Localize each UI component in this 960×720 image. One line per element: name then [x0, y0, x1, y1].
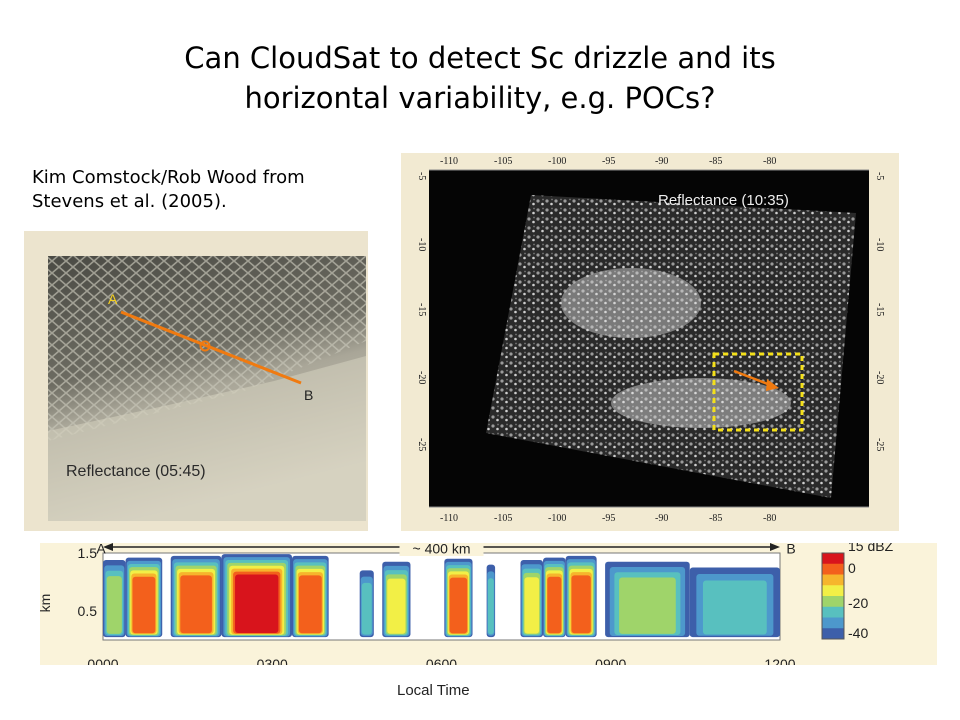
poc-track-arrow — [733, 369, 774, 388]
map-bottom-tick: -90 — [655, 513, 669, 524]
transect-arrow-left — [103, 543, 113, 551]
map-top-tick: -110 — [440, 156, 458, 167]
map-top-tick: -85 — [709, 156, 723, 167]
colorbar-swatch — [822, 596, 844, 608]
echo-segment-1 — [132, 576, 156, 634]
x-tick-label: 1200 — [764, 656, 795, 665]
reflectance-1035-caption: Reflectance (10:35) — [658, 192, 789, 209]
transect-start-label: A — [96, 543, 106, 556]
colorbar-label: 0 — [848, 560, 856, 576]
colorbar-label: 15 dBZ — [848, 543, 894, 554]
map-right-tick: -15 — [874, 303, 885, 317]
colorbar-swatch — [822, 606, 844, 618]
reflectance-0545-svg — [48, 256, 366, 521]
map-top-tick: -90 — [655, 156, 669, 167]
map-right-tick: -25 — [874, 438, 885, 452]
echo-segment-7 — [449, 577, 468, 634]
x-axis-title: Local Time — [397, 682, 470, 699]
colorbar-swatch — [822, 628, 844, 640]
echo-segment-12 — [619, 577, 676, 634]
reflectance-image-0545: A B Reflectance (05:45) — [24, 231, 368, 531]
point-b-label: B — [304, 387, 314, 403]
point-a-label: A — [108, 291, 118, 307]
echo-segment-13 — [702, 580, 767, 635]
map-right-tick: -10 — [874, 238, 885, 252]
satellite-swath — [486, 195, 856, 498]
map-left-tick: -25 — [416, 438, 427, 452]
map-bottom-tick: -85 — [709, 513, 723, 524]
reflectance-0545-caption: Reflectance (05:45) — [66, 463, 206, 480]
map-top-tick: -105 — [494, 156, 513, 167]
map-bottom-tick: -110 — [440, 513, 458, 524]
slide-title: Can CloudSat to detect Sc drizzle and it… — [0, 38, 960, 118]
colorbar-frame — [821, 552, 845, 640]
colorbar-swatch — [822, 563, 844, 575]
echo-segment-6 — [387, 578, 406, 634]
map-top-tick: -100 — [548, 156, 567, 167]
credit-line-1: Kim Comstock/Rob Wood from — [32, 167, 305, 188]
y-axis-title: km — [40, 594, 53, 613]
transect-label-pad — [399, 542, 484, 556]
source-credit: Kim Comstock/Rob Wood from Stevens et al… — [32, 166, 305, 214]
map-right-tick: -20 — [874, 371, 885, 385]
colorbar-swatch — [822, 553, 844, 565]
reflectivity-heatmap: 0000 0300 0600 0900 1200 1.5 0.5 km A B ~ 400 km 15… — [37, 538, 894, 672]
x-tick-label: 0600 — [426, 656, 457, 665]
reflectance-1035-svg — [429, 169, 869, 508]
x-tick-label: 0900 — [595, 656, 626, 665]
map-bottom-tick: -95 — [602, 513, 616, 524]
title-line-2: horizontal variability, e.g. POCs? — [244, 81, 716, 115]
echo-segment-4 — [298, 575, 322, 634]
open-cell-texture — [48, 256, 366, 441]
track-midpoint-marker — [199, 340, 211, 352]
transect-distance-label: ~ 400 km — [413, 543, 471, 556]
bright-cloud-band — [611, 378, 791, 428]
colorbar-swatch — [822, 585, 844, 597]
echo-segment-5 — [361, 582, 372, 635]
colorbar-label: -40 — [848, 625, 868, 641]
map-bottom-tick: -105 — [494, 513, 513, 524]
colorbar-swatch — [822, 574, 844, 586]
x-tick-label: 0300 — [257, 656, 288, 665]
map-left-tick: -5 — [416, 172, 427, 181]
echo-segment-0 — [106, 576, 122, 634]
echo-segment-3 — [235, 574, 279, 634]
map-top-tick: -80 — [763, 156, 777, 167]
map-top-tick: -95 — [602, 156, 616, 167]
transect-end-label: B — [786, 543, 795, 556]
map-left-tick: -10 — [416, 238, 427, 252]
reflectance-map-1035: Reflectance (10:35) -110 -105 -100 -95 -90 -8… — [401, 153, 899, 531]
track-a-b — [120, 310, 302, 385]
echo-segment-11 — [571, 575, 591, 634]
cloudsat-cross-section: 0000 0300 0600 0900 1200 1.5 0.5 km A B ~ 400 km 15… — [37, 538, 937, 672]
y-tick-label: 1.5 — [78, 545, 98, 561]
map-left-tick: -15 — [416, 303, 427, 317]
map-bottom-tick: -100 — [548, 513, 567, 524]
credit-line-2: Stevens et al. (2005). — [32, 191, 227, 212]
map-right-tick: -5 — [874, 172, 885, 181]
echo-segment-9 — [524, 577, 540, 634]
echo-segment-8 — [487, 578, 494, 635]
bright-cloud-patch — [561, 268, 701, 338]
colorbar-label: -20 — [848, 595, 868, 611]
title-line-1: Can CloudSat to detect Sc drizzle and it… — [184, 41, 776, 75]
poc-arrowhead — [766, 379, 779, 391]
y-tick-label: 0.5 — [78, 603, 98, 619]
closed-cell-region — [48, 356, 366, 521]
transect-arrow-right — [770, 543, 780, 551]
map-left-tick: -20 — [416, 371, 427, 385]
poc-box — [712, 352, 804, 432]
x-tick-label: 0000 — [87, 656, 118, 665]
colorbar-swatch — [822, 617, 844, 629]
map-bottom-tick: -80 — [763, 513, 777, 524]
echo-segment-2 — [180, 575, 212, 634]
echo-segment-10 — [547, 576, 562, 634]
